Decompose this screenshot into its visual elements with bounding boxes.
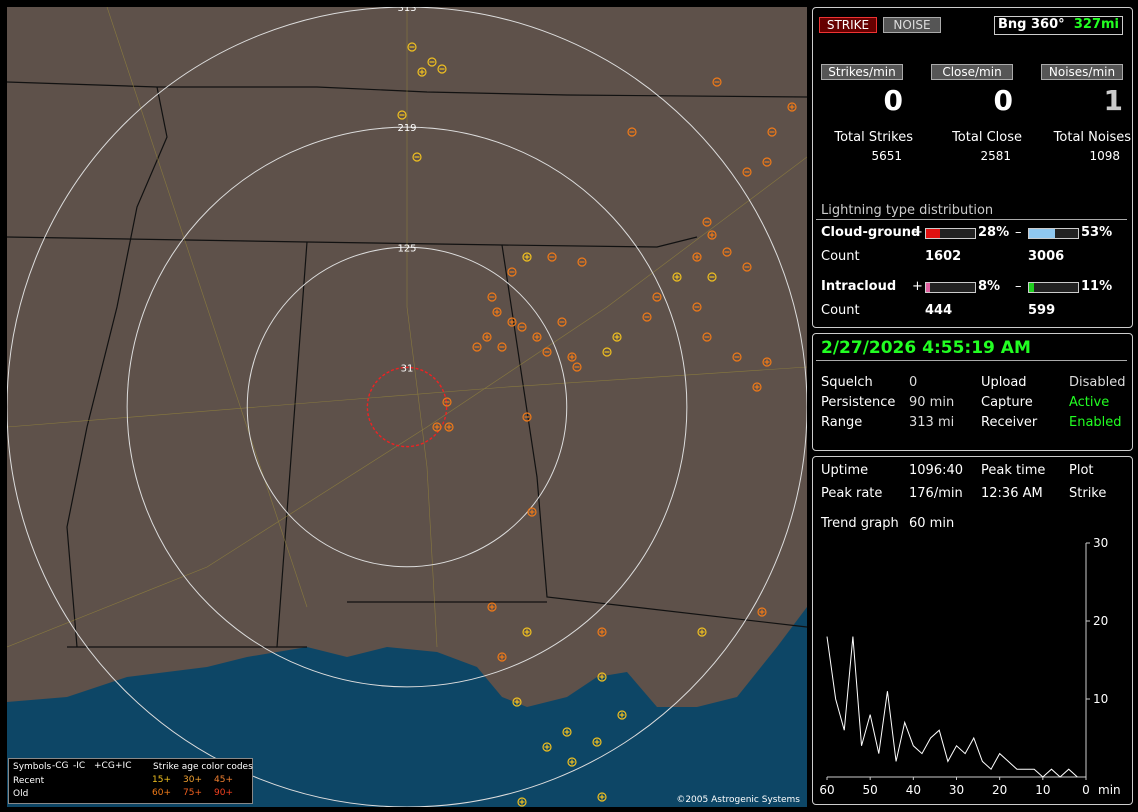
total-value: 5651 [812,149,902,163]
total-label: Total Close [921,130,1022,145]
legend-age: 90+ [214,788,233,798]
status-label: Squelch [821,375,873,390]
bar [926,283,930,292]
strike-button[interactable]: STRIKE [819,17,877,33]
total-value: 1098 [1030,149,1120,163]
noise-button[interactable]: NOISE [883,17,941,33]
sign: + [912,279,923,294]
stat-label: Peak time [981,463,1045,478]
row-name: Cloud-ground [821,225,920,240]
percent: 11% [1081,279,1112,294]
stat-value: Strike [1069,486,1106,501]
rate-button[interactable]: Noises/min [1041,64,1123,80]
status-value: Disabled [1069,375,1125,390]
distribution-title: Lightning type distribution [821,203,993,218]
legend-label: Recent [13,776,44,786]
legend-age: 15+ [152,775,171,785]
count: 599 [1028,303,1055,318]
bar-frame [1028,282,1079,293]
rate-button[interactable]: Close/min [931,64,1013,80]
percent: 8% [978,279,1000,294]
legend-age: 30+ [183,775,202,785]
stat-label: Peak rate [821,486,882,501]
status-label: Persistence [821,395,895,410]
status-value: 0 [909,375,917,390]
range-ring-label: 31 [401,363,414,374]
legend-type: +CG [94,761,115,771]
stat-value: 176/min [909,486,963,501]
status-value: 313 mi [909,415,954,430]
bearing-range: 327mi [1074,17,1119,32]
status-label: Range [821,415,862,430]
legend-age: 60+ [152,788,171,798]
legend-type: +IC [115,761,131,771]
count-label: Count [821,303,860,318]
bar [1029,229,1055,238]
count: 1602 [925,249,961,264]
trend-graph: 10 20 30 60 50 40 30 20 10 0 min [812,513,1131,803]
status-value: Enabled [1069,415,1122,430]
x-tick-label: 30 [949,783,964,797]
x-tick-label: 50 [863,783,878,797]
y-tick-label: 10 [1093,692,1108,706]
status-label: Capture [981,395,1033,410]
range-ring-label: 125 [397,243,416,254]
legend-label: Old [13,789,28,799]
x-tick-label: 60 [819,783,834,797]
total-label: Total Noises [1030,130,1131,145]
status-value: 90 min [909,395,954,410]
sign: – [1015,225,1022,240]
legend-age: 75+ [183,788,202,798]
percent: 53% [1081,225,1112,240]
rate-button[interactable]: Strikes/min [821,64,903,80]
stat-label: 12:36 AM [981,486,1043,501]
status-value: Active [1069,395,1109,410]
legend-label: Strike age color codes [153,762,253,772]
sign: + [912,225,923,240]
bar [926,229,940,238]
stat-label: Uptime [821,463,868,478]
divider [816,360,1127,361]
total-value: 2581 [921,149,1011,163]
legend-label: Symbols [13,762,51,772]
stat-value: Plot [1069,463,1094,478]
x-tick-label: 40 [906,783,921,797]
x-tick-label: 0 [1082,783,1090,797]
range-ring-label: 219 [397,123,416,134]
bar [1029,283,1034,292]
bar-frame [925,282,976,293]
y-tick-label: 20 [1093,614,1108,628]
bearing-label: Bng 360° [998,17,1065,32]
total-label: Total Strikes [812,130,913,145]
status-label: Upload [981,375,1027,390]
map: 313 219 125 31 ©2005 Astrogenic Systems [7,7,807,807]
range-ring-label: 313 [397,7,416,14]
stat-value: 1096:40 [909,463,963,478]
legend-age: 45+ [214,775,233,785]
count-label: Count [821,249,860,264]
rate-value: 0 [931,84,1013,117]
row-name: Intracloud [821,279,896,294]
trend-line [827,637,1077,777]
legend-type: -IC [73,761,85,771]
copyright: ©2005 Astrogenic Systems [676,795,800,805]
rate-value: 1 [1041,84,1123,117]
divider [816,219,1127,220]
legend-type: -CG [52,761,69,771]
bearing: Bng 360° 327mi [994,16,1123,35]
x-unit: min [1098,783,1121,797]
count: 444 [925,303,952,318]
x-tick-label: 20 [992,783,1007,797]
sign: – [1015,279,1022,294]
rate-value: 0 [821,84,903,117]
datetime: 2/27/2026 4:55:19 AM [821,338,1031,358]
count: 3006 [1028,249,1064,264]
status-label: Receiver [981,415,1037,430]
y-tick-label: 30 [1093,536,1108,550]
percent: 28% [978,225,1009,240]
x-tick-label: 10 [1035,783,1050,797]
